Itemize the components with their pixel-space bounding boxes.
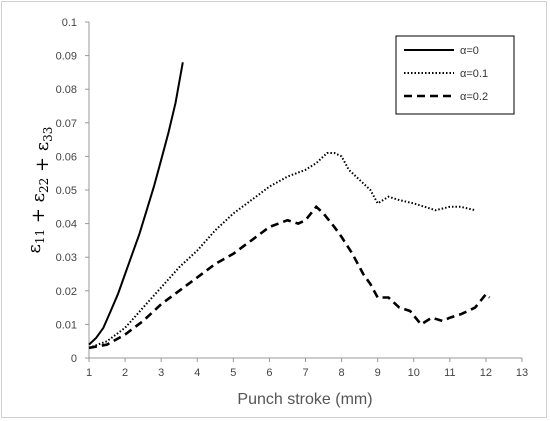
y-axis-ticks: 0 0.01 0.02 0.03 0.04 0.05 0.06 0.07 0.08 0.09 0.1 [56, 17, 89, 365]
x-tick-label: 3 [158, 367, 164, 379]
x-tick-label: 4 [194, 367, 200, 379]
y-tick-label: 0.05 [56, 185, 77, 197]
y-tick-label: 0.09 [56, 51, 77, 63]
legend-box [395, 35, 515, 115]
x-tick-label: 5 [230, 367, 236, 379]
series-line-2 [88, 152, 476, 349]
x-tick-label: 10 [408, 367, 420, 379]
legend-label-1: α=0 [460, 45, 479, 57]
x-axis-ticks: 1 2 3 4 5 6 7 8 9 10 11 12 13 [86, 358, 528, 379]
y-tick-label: 0.06 [56, 151, 77, 163]
x-tick-label: 1 [86, 367, 92, 379]
x-axis-label: Punch stroke (mm) [237, 391, 372, 408]
x-tick-label: 8 [339, 367, 345, 379]
x-tick-label: 6 [266, 367, 272, 379]
legend-label-3: α=0.2 [460, 91, 488, 103]
legend-label-2: α=0.1 [460, 68, 488, 80]
x-tick-label: 7 [302, 367, 308, 379]
y-tick-label: 0.02 [56, 286, 77, 298]
x-tick-label: 13 [516, 367, 528, 379]
y-tick-label: 0.08 [56, 84, 77, 96]
x-tick-label: 9 [375, 367, 381, 379]
y-tick-label: 0.1 [62, 17, 77, 29]
y-tick-label: 0 [71, 353, 77, 365]
y-axis-label: ε11 + ε22 + ε33 [24, 127, 55, 254]
y-tick-label: 0.01 [56, 319, 77, 331]
series-line-1 [88, 62, 184, 346]
y-tick-label: 0.04 [56, 219, 77, 231]
plot-series [88, 62, 491, 350]
legend: α=0 α=0.1 α=0.2 [395, 35, 515, 115]
x-tick-label: 12 [480, 367, 492, 379]
y-tick-label: 0.03 [56, 252, 77, 264]
series-line-3 [88, 204, 491, 350]
x-tick-label: 2 [122, 367, 128, 379]
x-tick-label: 11 [444, 367, 455, 379]
y-tick-label: 0.07 [56, 118, 77, 130]
